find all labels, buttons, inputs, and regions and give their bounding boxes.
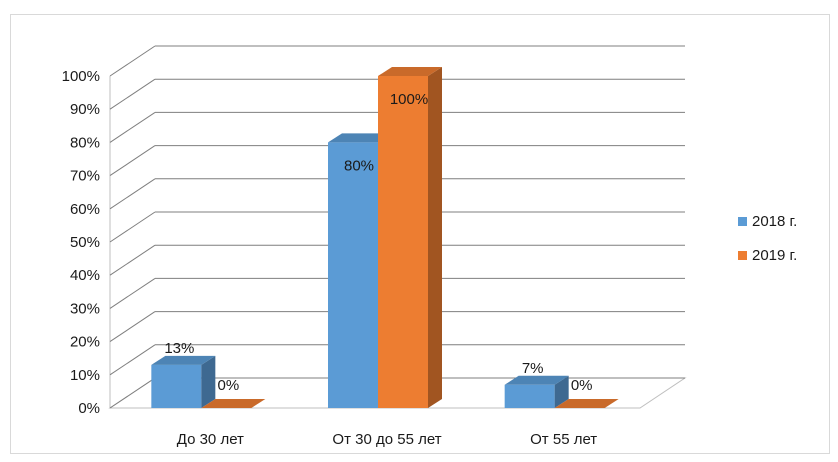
y-tick-label: 50% [70,234,100,251]
bar-side [201,355,216,408]
data-label: 7% [522,360,544,377]
data-label: 80% [344,157,374,174]
y-tick-label: 90% [70,101,100,118]
bar-top [378,67,442,76]
chart-border [10,14,830,454]
bar-top [151,355,216,365]
legend-swatch-2019 [738,250,747,260]
bar-front [378,76,428,408]
data-label: 0% [571,377,593,394]
gridline-depth [109,277,156,309]
gridline-depth [109,311,156,343]
bar-front [504,384,555,408]
legend-item-2019: 2019 г. [738,244,797,266]
gridline-depth [109,78,156,110]
data-label: 100% [390,91,428,108]
x-tick-label: От 55 лет [530,431,597,448]
gridline-depth [109,211,156,243]
y-tick-label: 70% [70,168,100,185]
y-tick-label: 80% [70,134,100,151]
y-tick-label: 30% [70,300,100,317]
legend-swatch-2018 [738,216,747,226]
y-tick-label: 10% [70,367,100,384]
y-tick-label: 60% [70,201,100,218]
bar-side [428,67,442,408]
bar-top [504,375,569,385]
y-tick-label: 100% [62,68,100,85]
bar-top [554,399,619,408]
x-tick-label: До 30 лет [177,431,244,448]
bar-top [201,399,266,408]
gridline-depth [109,178,156,210]
legend-label-2018: 2018 г. [752,212,798,230]
gridline-depth [109,145,156,177]
bar-front [328,142,378,408]
data-label: 13% [164,340,194,357]
gridline-depth [109,377,156,409]
gridline-depth [109,344,156,376]
data-label: 0% [217,377,239,394]
gridline-depth [109,45,156,77]
bar-side [554,375,569,408]
bar-front [151,364,202,408]
bar-top [328,133,392,143]
y-tick-label: 40% [70,267,100,284]
legend: 2018 г. 2019 г. [738,210,797,278]
legend-label-2019: 2019 г. [752,246,798,264]
gridline-depth [109,111,156,143]
legend-item-2018: 2018 г. [738,210,797,232]
gridline-depth [109,244,156,276]
y-tick-label: 0% [78,400,100,417]
x-tick-label: От 30 до 55 лет [332,431,441,448]
y-tick-label: 20% [70,334,100,351]
